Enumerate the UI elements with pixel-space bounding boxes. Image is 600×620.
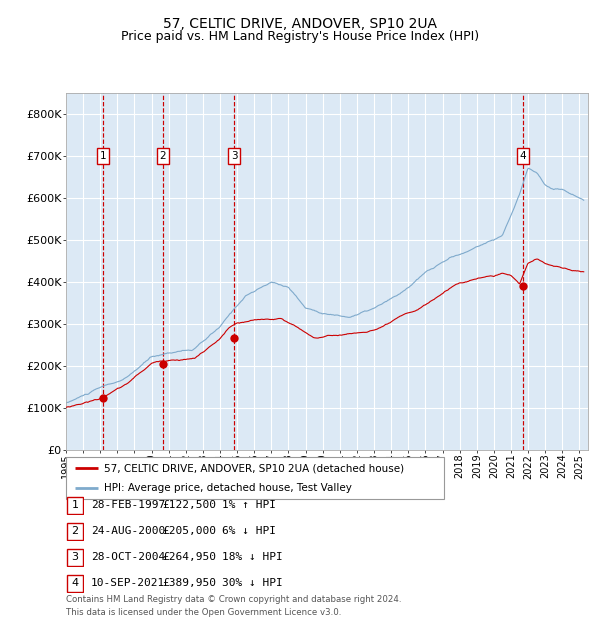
Text: 6% ↓ HPI: 6% ↓ HPI xyxy=(222,526,276,536)
Text: 28-FEB-1997: 28-FEB-1997 xyxy=(91,500,166,510)
Text: 1: 1 xyxy=(100,151,106,161)
Text: 24-AUG-2000: 24-AUG-2000 xyxy=(91,526,166,536)
FancyBboxPatch shape xyxy=(67,497,83,513)
FancyBboxPatch shape xyxy=(67,575,83,591)
Text: 57, CELTIC DRIVE, ANDOVER, SP10 2UA: 57, CELTIC DRIVE, ANDOVER, SP10 2UA xyxy=(163,17,437,32)
Text: 2: 2 xyxy=(71,526,79,536)
Text: HPI: Average price, detached house, Test Valley: HPI: Average price, detached house, Test… xyxy=(104,483,352,493)
Text: 1: 1 xyxy=(71,500,79,510)
Text: Contains HM Land Registry data © Crown copyright and database right 2024.
This d: Contains HM Land Registry data © Crown c… xyxy=(66,595,401,617)
FancyBboxPatch shape xyxy=(67,523,83,539)
Text: 28-OCT-2004: 28-OCT-2004 xyxy=(91,552,166,562)
Text: £122,500: £122,500 xyxy=(162,500,216,510)
Text: £205,000: £205,000 xyxy=(162,526,216,536)
Text: 1% ↑ HPI: 1% ↑ HPI xyxy=(222,500,276,510)
Text: 57, CELTIC DRIVE, ANDOVER, SP10 2UA (detached house): 57, CELTIC DRIVE, ANDOVER, SP10 2UA (det… xyxy=(104,463,404,473)
Text: 30% ↓ HPI: 30% ↓ HPI xyxy=(222,578,283,588)
FancyBboxPatch shape xyxy=(66,457,444,499)
Text: £389,950: £389,950 xyxy=(162,578,216,588)
Text: £264,950: £264,950 xyxy=(162,552,216,562)
Text: 3: 3 xyxy=(71,552,79,562)
Text: 10-SEP-2021: 10-SEP-2021 xyxy=(91,578,166,588)
Text: 3: 3 xyxy=(231,151,238,161)
FancyBboxPatch shape xyxy=(67,549,83,565)
Text: 4: 4 xyxy=(71,578,79,588)
Text: 2: 2 xyxy=(160,151,166,161)
Text: 18% ↓ HPI: 18% ↓ HPI xyxy=(222,552,283,562)
Text: Price paid vs. HM Land Registry's House Price Index (HPI): Price paid vs. HM Land Registry's House … xyxy=(121,30,479,43)
Text: 4: 4 xyxy=(520,151,526,161)
